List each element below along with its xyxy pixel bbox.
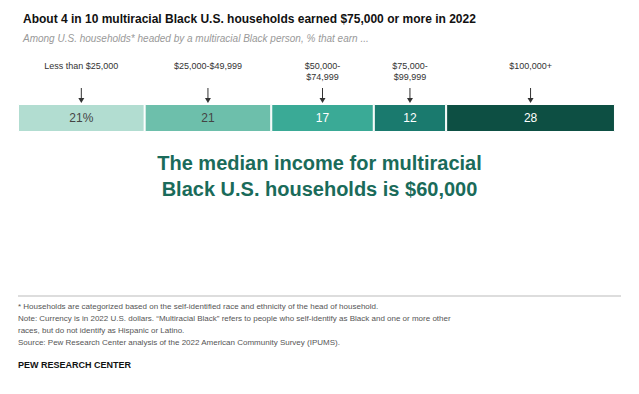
svg-text:races, but do not identify as: races, but do not identify as Hispanic o…: [18, 326, 184, 335]
svg-text:$99,999: $99,999: [394, 72, 427, 82]
svg-text:Among U.S. households* headed: Among U.S. households* headed by a multi…: [22, 33, 369, 44]
svg-text:Source: Pew Research Center an: Source: Pew Research Center analysis of …: [18, 338, 340, 347]
svg-text:Black U.S. households is $60,0: Black U.S. households is $60,000: [162, 178, 478, 200]
svg-text:Note: Currency is in 2022 U.S.: Note: Currency is in 2022 U.S. dollars. …: [18, 314, 451, 323]
svg-text:17: 17: [316, 111, 330, 125]
svg-text:PEW RESEARCH CENTER: PEW RESEARCH CENTER: [18, 360, 132, 370]
svg-text:$75,000-: $75,000-: [392, 61, 428, 71]
svg-text:$25,000-$49,999: $25,000-$49,999: [174, 61, 242, 71]
svg-text:21: 21: [201, 111, 215, 125]
svg-text:* Households are categorized b: * Households are categorized based on th…: [18, 302, 378, 311]
svg-text:$74,999: $74,999: [306, 72, 339, 82]
svg-text:21%: 21%: [69, 111, 93, 125]
svg-text:Less than $25,000: Less than $25,000: [44, 61, 118, 71]
svg-text:$50,000-: $50,000-: [305, 61, 341, 71]
svg-text:12: 12: [403, 111, 417, 125]
svg-text:28: 28: [524, 111, 538, 125]
svg-text:The median income for multirac: The median income for multiracial: [157, 152, 482, 174]
svg-text:About 4 in 10 multiracial Blac: About 4 in 10 multiracial Black U.S. hou…: [23, 12, 476, 26]
svg-text:$100,000+: $100,000+: [509, 61, 552, 71]
